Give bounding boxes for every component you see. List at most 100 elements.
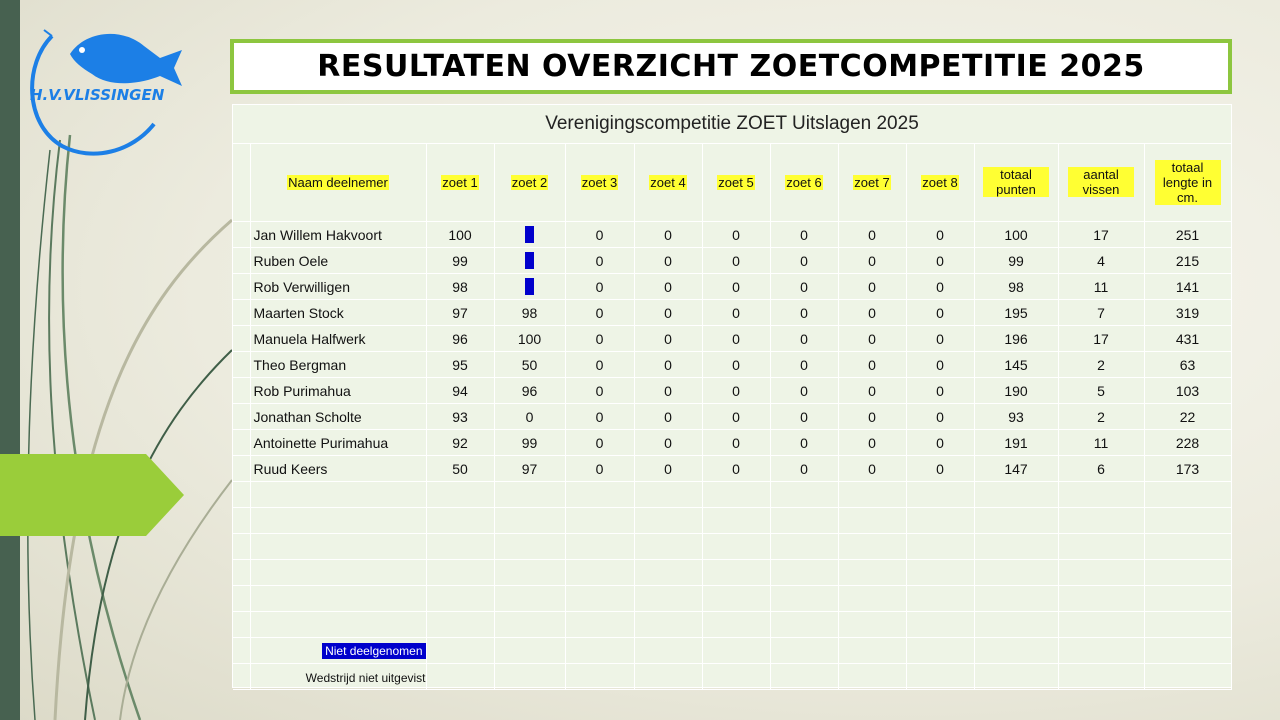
empty-row — [233, 533, 1232, 560]
participant-name: Jan Willem Hakvoort — [250, 221, 427, 248]
cell-vissen: 11 — [1058, 429, 1145, 456]
not-participated-marker — [525, 278, 534, 296]
table-row: Jonathan Scholte 93 0 0 0 0 0 0 0 93 2 22 — [233, 403, 1232, 430]
empty-cell — [250, 611, 427, 638]
row-spacer — [233, 403, 251, 430]
cell-z8: 0 — [906, 403, 975, 430]
empty-cell — [565, 481, 635, 508]
cell-vissen: 17 — [1058, 221, 1145, 248]
cell-z4: 0 — [634, 247, 703, 274]
column-header-label: Naam deelnemer — [287, 175, 389, 190]
row-spacer — [233, 663, 251, 690]
empty-cell — [838, 533, 907, 560]
row-spacer — [233, 455, 251, 482]
empty-cell — [906, 637, 975, 664]
column-header: zoet 7 — [838, 143, 907, 222]
cell-z5: 0 — [702, 273, 771, 300]
cell-z3: 0 — [565, 377, 635, 404]
empty-cell — [494, 533, 566, 560]
column-header-label: zoet 6 — [785, 175, 823, 190]
empty-cell — [1058, 585, 1145, 612]
cell-lengte: 251 — [1144, 221, 1232, 248]
cell-z4: 0 — [634, 325, 703, 352]
table-row: Maarten Stock 97 98 0 0 0 0 0 0 195 7 319 — [233, 299, 1232, 326]
empty-cell — [974, 481, 1059, 508]
cell-z4: 0 — [634, 273, 703, 300]
cell-z3: 0 — [565, 221, 635, 248]
empty-cell — [565, 585, 635, 612]
cell-z8: 0 — [906, 247, 975, 274]
empty-cell — [702, 559, 771, 586]
row-spacer — [233, 429, 251, 456]
empty-cell — [565, 533, 635, 560]
empty-cell — [770, 559, 839, 586]
empty-cell — [974, 559, 1059, 586]
empty-cell — [1144, 559, 1232, 586]
cell-z1: 100 — [426, 221, 495, 248]
cell-z1: 93 — [426, 403, 495, 430]
cell-z5: 0 — [702, 403, 771, 430]
table-row: Antoinette Purimahua 92 99 0 0 0 0 0 0 191 11 228 — [233, 429, 1232, 456]
empty-cell — [1058, 611, 1145, 638]
cell-z7: 0 — [838, 221, 907, 248]
empty-cell — [770, 481, 839, 508]
cell-z2: 96 — [494, 377, 566, 404]
empty-cell — [634, 481, 703, 508]
empty-cell — [426, 559, 495, 586]
participant-name: Rob Purimahua — [250, 377, 427, 404]
empty-cell — [565, 637, 635, 664]
empty-cell — [565, 507, 635, 534]
empty-cell — [634, 585, 703, 612]
cell-z6: 0 — [770, 299, 839, 326]
column-header-label: zoet 4 — [649, 175, 687, 190]
cell-z8: 0 — [906, 351, 975, 378]
empty-cell — [974, 637, 1059, 664]
column-header: Naam deelnemer — [250, 143, 427, 222]
results-panel: Verenigingscompetitie ZOET Uitslagen 202… — [232, 104, 1232, 690]
empty-cell — [770, 585, 839, 612]
cell-z7: 0 — [838, 429, 907, 456]
cell-z2: 98 — [494, 299, 566, 326]
column-header: aantal vissen — [1058, 143, 1145, 222]
column-header-label: zoet 8 — [921, 175, 959, 190]
cell-vissen: 7 — [1058, 299, 1145, 326]
cell-z8: 0 — [906, 273, 975, 300]
empty-cell — [906, 585, 975, 612]
empty-cell — [426, 663, 495, 690]
club-logo: H.V.VLISSINGEN — [30, 29, 182, 156]
cell-z3: 0 — [565, 403, 635, 430]
empty-cell — [906, 481, 975, 508]
cell-z7: 0 — [838, 247, 907, 274]
row-spacer — [233, 221, 251, 248]
cell-lengte: 215 — [1144, 247, 1232, 274]
participant-name: Jonathan Scholte — [250, 403, 427, 430]
cell-z3: 0 — [565, 325, 635, 352]
cell-z3: 0 — [565, 351, 635, 378]
column-header-label: zoet 3 — [580, 175, 619, 190]
table-row: Rob Verwilligen 98 0 0 0 0 0 0 98 11 141 — [233, 273, 1232, 300]
cell-lengte: 22 — [1144, 403, 1232, 430]
cell-lengte: 228 — [1144, 429, 1232, 456]
column-header: zoet 2 — [494, 143, 566, 222]
empty-cell — [1058, 507, 1145, 534]
participant-name: Ruben Oele — [250, 247, 427, 274]
empty-cell — [838, 559, 907, 586]
empty-cell — [974, 533, 1059, 560]
empty-cell — [426, 507, 495, 534]
empty-cell — [838, 611, 907, 638]
empty-cell — [838, 585, 907, 612]
empty-cell — [974, 585, 1059, 612]
column-header-label: zoet 5 — [717, 175, 755, 190]
cell-z7: 0 — [838, 299, 907, 326]
empty-row — [233, 585, 1232, 612]
empty-cell — [1144, 663, 1232, 690]
empty-cell — [426, 611, 495, 638]
cell-z8: 0 — [906, 299, 975, 326]
empty-row — [233, 559, 1232, 586]
empty-cell — [838, 637, 907, 664]
cell-vissen: 2 — [1058, 403, 1145, 430]
cell-z7: 0 — [838, 273, 907, 300]
cell-z2: 99 — [494, 429, 566, 456]
table-row: Jan Willem Hakvoort 100 0 0 0 0 0 0 100 17 251 — [233, 221, 1232, 248]
cell-totaal: 195 — [974, 299, 1059, 326]
